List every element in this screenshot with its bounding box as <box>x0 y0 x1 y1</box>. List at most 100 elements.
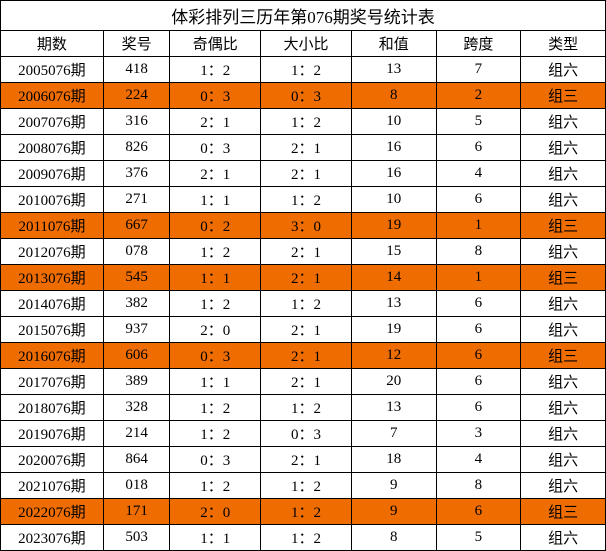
table-cell: 0：3 <box>170 343 261 369</box>
table-cell: 9 <box>351 499 436 525</box>
table-cell: 组三 <box>521 499 606 525</box>
table-row: 2006076期2240：30：382组三 <box>1 83 606 109</box>
column-header: 跨度 <box>436 31 521 57</box>
table-cell: 1：2 <box>170 395 261 421</box>
table-cell: 0：3 <box>261 83 352 109</box>
table-cell: 6 <box>436 291 521 317</box>
table-cell: 2012076期 <box>1 239 104 265</box>
table-cell: 18 <box>351 447 436 473</box>
table-cell: 组六 <box>521 317 606 343</box>
table-cell: 1：2 <box>170 473 261 499</box>
table-cell: 6 <box>436 395 521 421</box>
table-cell: 组三 <box>521 265 606 291</box>
table-row: 2017076期3891：12：1206组六 <box>1 369 606 395</box>
table-cell: 8 <box>436 473 521 499</box>
table-cell: 10 <box>351 187 436 213</box>
table-cell: 2021076期 <box>1 473 104 499</box>
table-row: 2023076期5031：11：285组六 <box>1 525 606 551</box>
table-row: 2012076期0781：22：1158组六 <box>1 239 606 265</box>
table-cell: 1：2 <box>261 525 352 551</box>
table-cell: 382 <box>103 291 170 317</box>
table-row: 2013076期5451：12：1141组三 <box>1 265 606 291</box>
table-cell: 1：2 <box>261 109 352 135</box>
table-row: 2019076期2141：20：373组六 <box>1 421 606 447</box>
table-row: 2009076期3762：12：1164组六 <box>1 161 606 187</box>
table-cell: 1：2 <box>170 239 261 265</box>
table-cell: 0：2 <box>170 213 261 239</box>
table-cell: 组六 <box>521 421 606 447</box>
column-header: 类型 <box>521 31 606 57</box>
table-cell: 2：1 <box>261 343 352 369</box>
table-row: 2018076期3281：21：2136组六 <box>1 395 606 421</box>
table-cell: 2：0 <box>170 499 261 525</box>
table-cell: 8 <box>436 239 521 265</box>
table-row: 2022076期1712：01：296组三 <box>1 499 606 525</box>
table-cell: 组六 <box>521 369 606 395</box>
table-row: 2008076期8260：32：1166组六 <box>1 135 606 161</box>
table-cell: 2022076期 <box>1 499 104 525</box>
table-cell: 1：1 <box>170 525 261 551</box>
table-cell: 组六 <box>521 473 606 499</box>
table-cell: 1：2 <box>261 187 352 213</box>
table-cell: 418 <box>103 57 170 83</box>
table-cell: 224 <box>103 83 170 109</box>
table-cell: 545 <box>103 265 170 291</box>
table-cell: 0：3 <box>170 83 261 109</box>
table-cell: 389 <box>103 369 170 395</box>
table-cell: 328 <box>103 395 170 421</box>
table-cell: 078 <box>103 239 170 265</box>
table-cell: 1：2 <box>261 499 352 525</box>
table-title: 体彩排列三历年第076期奖号统计表 <box>1 1 606 31</box>
table-cell: 10 <box>351 109 436 135</box>
table-cell: 1：2 <box>261 291 352 317</box>
table-cell: 503 <box>103 525 170 551</box>
lottery-stats-table: 体彩排列三历年第076期奖号统计表 期数奖号奇偶比大小比和值跨度类型200507… <box>0 0 606 551</box>
table-cell: 2：0 <box>170 317 261 343</box>
table-cell: 组三 <box>521 213 606 239</box>
table-cell: 6 <box>436 317 521 343</box>
column-header: 期数 <box>1 31 104 57</box>
table-cell: 组六 <box>521 447 606 473</box>
table-cell: 1：2 <box>170 291 261 317</box>
table-row: 2015076期9372：02：1196组六 <box>1 317 606 343</box>
table-cell: 组六 <box>521 161 606 187</box>
table-cell: 1：1 <box>170 187 261 213</box>
table-row: 2010076期2711：11：2106组六 <box>1 187 606 213</box>
table-cell: 19 <box>351 213 436 239</box>
table-cell: 1 <box>436 265 521 291</box>
table-cell: 2：1 <box>261 135 352 161</box>
table-cell: 1：2 <box>170 421 261 447</box>
table-cell: 1：1 <box>170 369 261 395</box>
table-cell: 2007076期 <box>1 109 104 135</box>
column-header: 大小比 <box>261 31 352 57</box>
table-cell: 2015076期 <box>1 317 104 343</box>
table-cell: 2008076期 <box>1 135 104 161</box>
table-cell: 2：1 <box>261 265 352 291</box>
table-cell: 13 <box>351 291 436 317</box>
table-row: 2020076期8640：32：1184组六 <box>1 447 606 473</box>
table-cell: 0：3 <box>170 447 261 473</box>
table-cell: 8 <box>351 525 436 551</box>
table-cell: 2：1 <box>261 317 352 343</box>
table-cell: 组三 <box>521 343 606 369</box>
table-cell: 1：1 <box>170 265 261 291</box>
table-cell: 2005076期 <box>1 57 104 83</box>
table-cell: 2：1 <box>261 369 352 395</box>
table-cell: 018 <box>103 473 170 499</box>
table-cell: 组三 <box>521 83 606 109</box>
table-cell: 组六 <box>521 291 606 317</box>
table-cell: 667 <box>103 213 170 239</box>
table-cell: 316 <box>103 109 170 135</box>
table-cell: 0：3 <box>170 135 261 161</box>
table-cell: 6 <box>436 187 521 213</box>
table-header-row: 期数奖号奇偶比大小比和值跨度类型 <box>1 31 606 57</box>
table-cell: 组六 <box>521 57 606 83</box>
table-cell: 12 <box>351 343 436 369</box>
table-cell: 8 <box>351 83 436 109</box>
table-cell: 20 <box>351 369 436 395</box>
table-cell: 0：3 <box>261 421 352 447</box>
table-cell: 14 <box>351 265 436 291</box>
table-cell: 937 <box>103 317 170 343</box>
table-cell: 2 <box>436 83 521 109</box>
table-cell: 2017076期 <box>1 369 104 395</box>
